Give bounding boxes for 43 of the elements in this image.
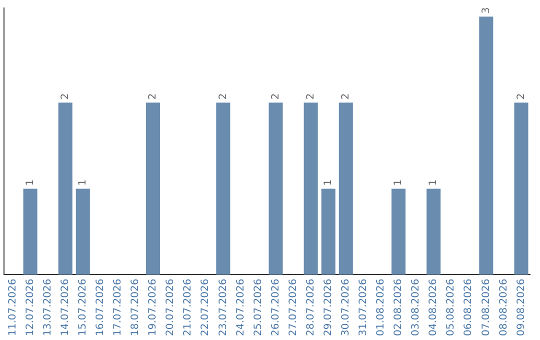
x-tick-label: 28.07.2026 <box>305 278 316 336</box>
data-label: 3 <box>480 7 492 14</box>
x-tick-label: 26.07.2026 <box>270 278 282 336</box>
x-tick-label: 05.08.2026 <box>446 278 457 336</box>
x-tick-label: 02.08.2026 <box>393 278 404 336</box>
x-tick-label: 07.08.2026 <box>480 278 492 336</box>
x-tick-label: 17.07.2026 <box>112 278 124 336</box>
data-label: 2 <box>516 93 527 100</box>
x-tick-label: 11.07.2026 <box>7 278 18 336</box>
x-tick-label: 30.07.2026 <box>340 278 352 336</box>
x-tick-label: 03.08.2026 <box>410 278 422 336</box>
data-label: 1 <box>428 179 440 186</box>
x-tick-label: 27.07.2026 <box>288 278 299 336</box>
x-tick-label: 16.07.2026 <box>95 278 106 336</box>
data-label: 1 <box>77 179 88 186</box>
x-tick-label: 04.08.2026 <box>428 278 440 336</box>
x-tick-label: 31.07.2026 <box>358 278 370 336</box>
x-tick-label: 29.07.2026 <box>322 278 334 336</box>
data-label: 2 <box>218 93 229 100</box>
x-tick-label: 08.08.2026 <box>498 278 510 336</box>
data-label: 1 <box>322 179 334 186</box>
x-tick-label: 01.08.2026 <box>376 278 387 336</box>
x-tick-label: 22.07.2026 <box>200 278 212 336</box>
data-label: 2 <box>270 93 282 100</box>
data-label: 2 <box>340 93 352 100</box>
x-tick-label: 21.07.2026 <box>182 278 194 336</box>
x-tick-label: 19.07.2026 <box>148 278 159 336</box>
data-label: 1 <box>24 179 36 186</box>
x-tick-label: 12.07.2026 <box>24 278 36 336</box>
data-label: 2 <box>148 93 159 100</box>
x-tick-label: 25.07.2026 <box>252 278 264 336</box>
x-tick-label: 20.07.2026 <box>165 278 176 336</box>
data-label: 2 <box>60 93 71 100</box>
x-tick-label: 13.07.2026 <box>42 278 54 336</box>
data-label: 1 <box>393 179 404 186</box>
x-tick-label: 09.08.2026 <box>516 278 527 336</box>
data-label: 2 <box>305 93 316 100</box>
x-tick-label: 24.07.2026 <box>235 278 246 336</box>
x-tick-label: 06.08.2026 <box>463 278 474 336</box>
x-tick-label: 14.07.2026 <box>60 278 71 336</box>
x-tick-label: 18.07.2026 <box>130 278 142 336</box>
x-tick-label: 23.07.2026 <box>218 278 229 336</box>
x-tick-label: 15.07.2026 <box>77 278 88 336</box>
